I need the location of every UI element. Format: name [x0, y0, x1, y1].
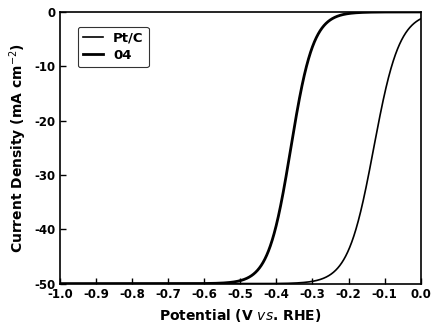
Legend: Pt/C, 04: Pt/C, 04: [78, 27, 149, 67]
Pt/C: [372, 141, 378, 145]
Line: Pt/C: Pt/C: [60, 19, 420, 284]
04: [196, 282, 201, 286]
Pt/C: [99, 282, 104, 286]
Pt/C: [57, 282, 63, 286]
Pt/C: [418, 17, 423, 21]
04: [212, 281, 217, 285]
Pt/C: [411, 22, 416, 26]
Pt/C: [212, 282, 217, 286]
X-axis label: Potential (V $\it{vs}$. RHE): Potential (V $\it{vs}$. RHE): [159, 307, 321, 324]
Pt/C: [196, 282, 201, 286]
04: [120, 282, 125, 286]
Line: 04: 04: [60, 12, 420, 284]
Pt/C: [120, 282, 125, 286]
04: [372, 10, 378, 14]
04: [411, 10, 416, 14]
04: [57, 282, 63, 286]
04: [99, 282, 104, 286]
04: [418, 10, 423, 14]
Y-axis label: Current Density (mA cm$^{-2}$): Current Density (mA cm$^{-2}$): [7, 43, 28, 253]
